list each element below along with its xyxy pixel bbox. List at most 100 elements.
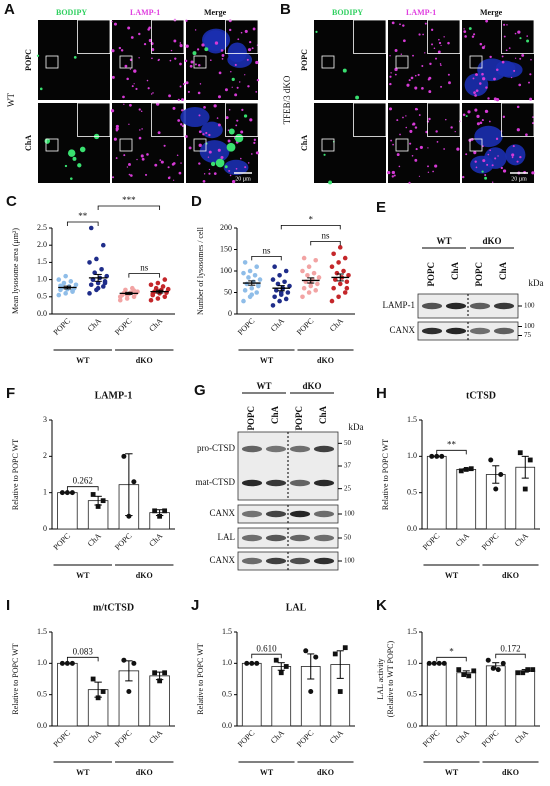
lysosome-dot (472, 77, 475, 80)
lysosome-dot (255, 151, 259, 155)
inset (151, 19, 185, 54)
lysosome-dot (256, 78, 259, 82)
data-point (92, 270, 97, 276)
lysosome-dot (128, 173, 131, 176)
inset (77, 102, 111, 137)
lysosome-dot (247, 162, 250, 164)
lysosome-dot (136, 158, 138, 161)
panel-label: C (6, 193, 17, 210)
lysosome-dot (483, 45, 486, 47)
row-label: mat-CTSD (196, 477, 236, 487)
lysosome-dot (521, 53, 525, 57)
data-point (249, 660, 255, 666)
data-point (329, 298, 335, 304)
lysosome-dot (172, 179, 175, 181)
lysosome-dot (181, 124, 184, 127)
channel-label: LAMP-1 (130, 8, 160, 17)
data-point (517, 450, 523, 456)
scale-label: 20 µm (511, 176, 527, 182)
band (265, 479, 287, 487)
panel-label: G (194, 382, 206, 399)
lysosome-dot (208, 133, 211, 137)
lysosome-dot (143, 42, 147, 46)
lysosome-dot (491, 164, 494, 167)
lysosome-dot (493, 77, 496, 81)
lysosome-dot (141, 128, 143, 130)
data-point (70, 288, 75, 293)
roi-box (469, 55, 483, 69)
lipid-dot (72, 156, 77, 161)
significance-bracket (128, 273, 161, 278)
lysosome-dot (412, 54, 414, 57)
lysosome-dot (115, 129, 119, 132)
data-point (342, 255, 348, 261)
lysosome-dot (230, 71, 232, 73)
lysosome-dot (495, 97, 500, 102)
lysosome-dot (231, 86, 233, 88)
bar (426, 455, 447, 530)
data-point (332, 651, 338, 657)
lysosome-dot (182, 82, 186, 86)
row-label: CANX (209, 508, 235, 518)
data-point (162, 670, 168, 676)
data-point (88, 282, 94, 288)
lysosome-dot (394, 67, 398, 72)
lysosome-dot (168, 94, 171, 98)
data-point (485, 657, 491, 663)
x-tick-label: POPC (295, 728, 316, 749)
lysosome-dot (479, 121, 483, 125)
y-tick-label: 1 (43, 487, 47, 496)
data-point (155, 280, 161, 286)
y-axis-label: LAL activity (376, 658, 385, 699)
band (289, 445, 311, 453)
lipid-dot (481, 170, 484, 173)
data-point (157, 513, 163, 519)
panel-label: I (6, 597, 10, 614)
lysosome-dot (390, 139, 393, 142)
lysosome-dot (111, 21, 113, 23)
lysosome-dot (501, 55, 504, 58)
lysosome-dot (487, 153, 490, 156)
lysosome-dot (502, 115, 506, 118)
lysosome-dot (148, 38, 153, 43)
x-tick-label: ChA (86, 531, 103, 548)
y-tick-label: 0.5 (407, 487, 417, 496)
lysosome-dot (485, 19, 489, 23)
lysosome-dot (124, 64, 128, 68)
lysosome-dot (111, 75, 115, 79)
data-point (426, 660, 432, 666)
data-point (341, 268, 346, 274)
lysosome-dot (422, 33, 424, 36)
lysosome-dot (408, 79, 411, 82)
data-point (100, 284, 106, 289)
x-tick-label: POPC (236, 316, 257, 337)
lysosome-dot (250, 153, 253, 155)
bar (426, 662, 447, 727)
x-tick-label: ChA (147, 316, 164, 333)
band (313, 557, 335, 565)
lipid-dot (69, 177, 73, 180)
lysosome-dot (519, 57, 522, 60)
x-tick-label: ChA (328, 316, 345, 333)
lysosome-dot (464, 35, 467, 38)
group-label: dKO (136, 571, 153, 580)
lipid-dot (192, 51, 197, 56)
lysosome-dot (391, 170, 395, 175)
lysosome-dot (516, 160, 519, 163)
lysosome-dot (208, 150, 212, 154)
group-label: TFEB/3 dKO (282, 75, 292, 124)
x-tick-label: POPC (52, 316, 73, 337)
lysosome-dot (253, 141, 256, 145)
lysosome-dot (115, 157, 118, 159)
lysosome-dot (448, 81, 451, 85)
lysosome-dot (481, 119, 484, 122)
lysosome-dot (251, 47, 254, 50)
lysosome-dot (516, 105, 520, 109)
lysosome-dot (474, 108, 478, 112)
lysosome-dot (227, 139, 231, 143)
lipid-dot (228, 128, 235, 135)
lysosome-dot (501, 60, 505, 64)
y-tick-label: 1.5 (407, 415, 417, 424)
significance-bracket (66, 221, 99, 226)
lysosome-dot (519, 155, 522, 159)
